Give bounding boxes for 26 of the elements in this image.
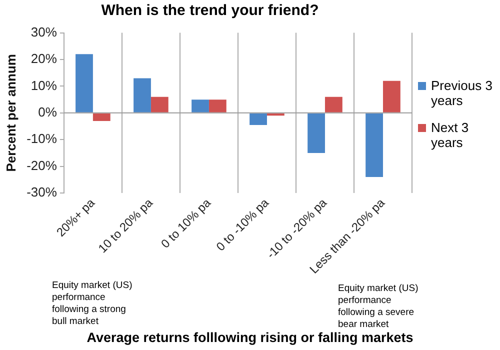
bar	[308, 113, 325, 153]
bar	[250, 113, 267, 125]
bar	[266, 113, 284, 116]
y-tick-label: 10%	[30, 78, 58, 93]
bar	[92, 113, 110, 121]
bar	[76, 54, 93, 112]
bar	[382, 80, 400, 112]
bar	[208, 100, 226, 112]
y-tick-label: -10%	[26, 131, 58, 146]
text: Equity market (US) performance following a severe bear market	[338, 283, 420, 331]
y-axis-title: Percent per annum	[3, 54, 18, 172]
text: Equity market (US) performance following a strong bull market	[52, 280, 134, 328]
bar	[192, 100, 209, 112]
bar	[366, 113, 383, 178]
y-tick-label: 30%	[30, 24, 58, 40]
y-tick-label: -30%	[26, 184, 58, 200]
x-axis-title: Average returns folllowing rising or falling markets	[86, 330, 414, 345]
legend-label: Next 3 years	[431, 120, 470, 150]
y-tick-label: 20%	[30, 51, 58, 66]
y-tick-label: -20%	[26, 158, 58, 173]
legend-label: Previous 3 years	[431, 78, 494, 108]
bar	[134, 78, 151, 112]
y-tick-label: 0%	[38, 104, 58, 120]
bar	[150, 96, 168, 112]
bar	[324, 96, 342, 112]
chart-title: When is the trend your friend?	[100, 2, 320, 19]
